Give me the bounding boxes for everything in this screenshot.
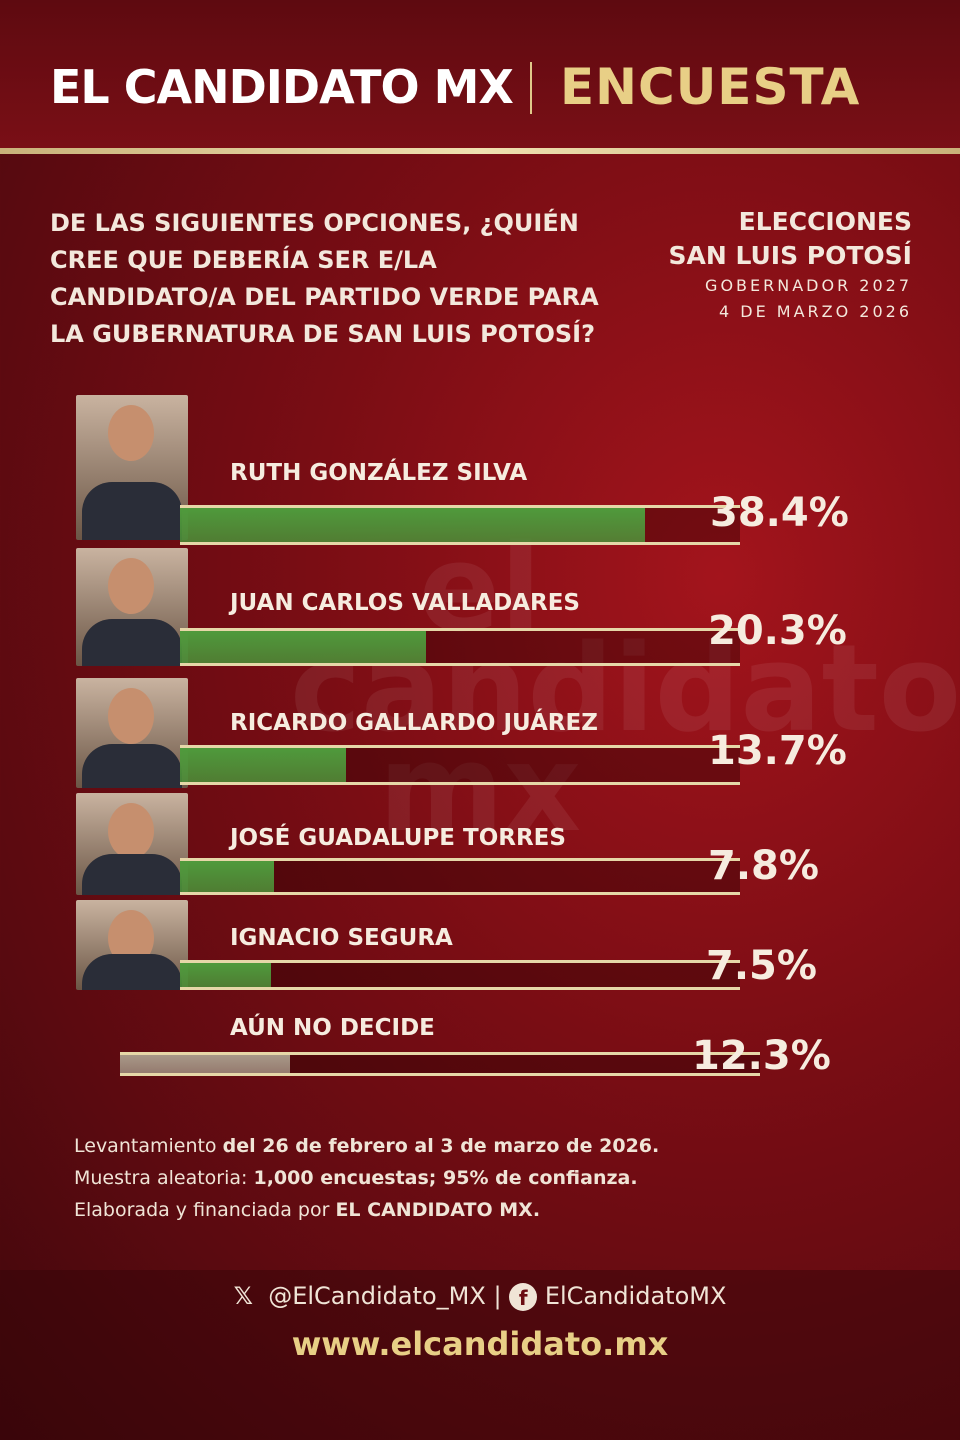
candidate-name: JUAN CARLOS VALLADARES	[230, 590, 580, 616]
footer	[0, 1270, 960, 1440]
method-text: Levantamiento	[74, 1135, 223, 1157]
bar	[180, 631, 426, 663]
gold-rule	[0, 148, 960, 154]
bar-track	[180, 960, 740, 990]
election-office: GOBERNADOR 2027	[705, 276, 912, 295]
candidate-photo	[76, 678, 188, 788]
candidate-name: RICARDO GALLARDO JUÁREZ	[230, 710, 598, 736]
candidate-name: RUTH GONZÁLEZ SILVA	[230, 460, 528, 486]
website-link[interactable]: www.elcandidato.mx	[291, 1325, 669, 1363]
election-title: ELECCIONES	[738, 207, 912, 236]
methodology: Levantamiento del 26 de febrero al 3 de …	[74, 1130, 659, 1226]
candidate-photo	[76, 548, 188, 666]
poll-date: 4 DE MARZO 2026	[718, 302, 912, 321]
brand-logo: EL CANDIDATO MX	[50, 60, 514, 114]
watermark: el candidato mx	[290, 520, 960, 859]
method-text: Muestra aleatoria:	[74, 1167, 254, 1189]
candidate-name: JOSÉ GUADALUPE TORRES	[230, 825, 566, 851]
x-handle[interactable]: @ElCandidato_MX	[268, 1282, 486, 1310]
percentage-label: 12.3%	[692, 1033, 831, 1079]
percentage-label: 7.5%	[706, 943, 817, 989]
separator: |	[493, 1282, 502, 1310]
facebook-icon: f	[509, 1283, 538, 1311]
percentage-label: 13.7%	[708, 728, 847, 774]
poll-question: DE LAS SIGUIENTES OPCIONES, ¿QUIÉN CREE …	[50, 209, 599, 348]
percentage-label: 20.3%	[708, 608, 847, 654]
bar	[180, 963, 271, 987]
bar-track	[180, 505, 740, 545]
percentage-label: 38.4%	[710, 490, 849, 536]
bar	[180, 861, 275, 892]
method-text: Elaborada y financiada por	[74, 1199, 336, 1221]
election-info: ELECCIONES SAN LUIS POTOSÍ GOBERNADOR 20…	[668, 205, 912, 325]
bar-track	[180, 745, 740, 785]
percentage-label: 7.8%	[708, 843, 819, 889]
x-icon: 𝕏	[233, 1282, 253, 1310]
candidate-photo	[76, 793, 188, 895]
candidate-name: AÚN NO DECIDE	[230, 1015, 435, 1041]
header	[0, 0, 960, 150]
bar	[180, 508, 645, 542]
candidate-photo	[76, 900, 188, 990]
facebook-handle[interactable]: ElCandidatoMX	[544, 1282, 727, 1310]
bar-track	[180, 858, 740, 895]
divider	[530, 62, 532, 114]
bar-track	[120, 1052, 760, 1076]
bar	[180, 748, 346, 782]
section-tag: ENCUESTA	[560, 58, 861, 116]
social-links: 𝕏 @ElCandidato_MX | f ElCandidatoMX	[0, 1282, 960, 1311]
bar	[120, 1055, 291, 1073]
method-sponsor: EL CANDIDATO MX.	[335, 1199, 541, 1221]
method-dates: del 26 de febrero al 3 de marzo de 2026.	[222, 1135, 660, 1157]
candidate-name: IGNACIO SEGURA	[230, 925, 453, 951]
election-state: SAN LUIS POTOSÍ	[668, 241, 912, 270]
method-sample: 1,000 encuestas; 95% de confianza.	[253, 1167, 638, 1189]
candidate-photo	[76, 395, 188, 540]
bar-track	[180, 628, 740, 666]
